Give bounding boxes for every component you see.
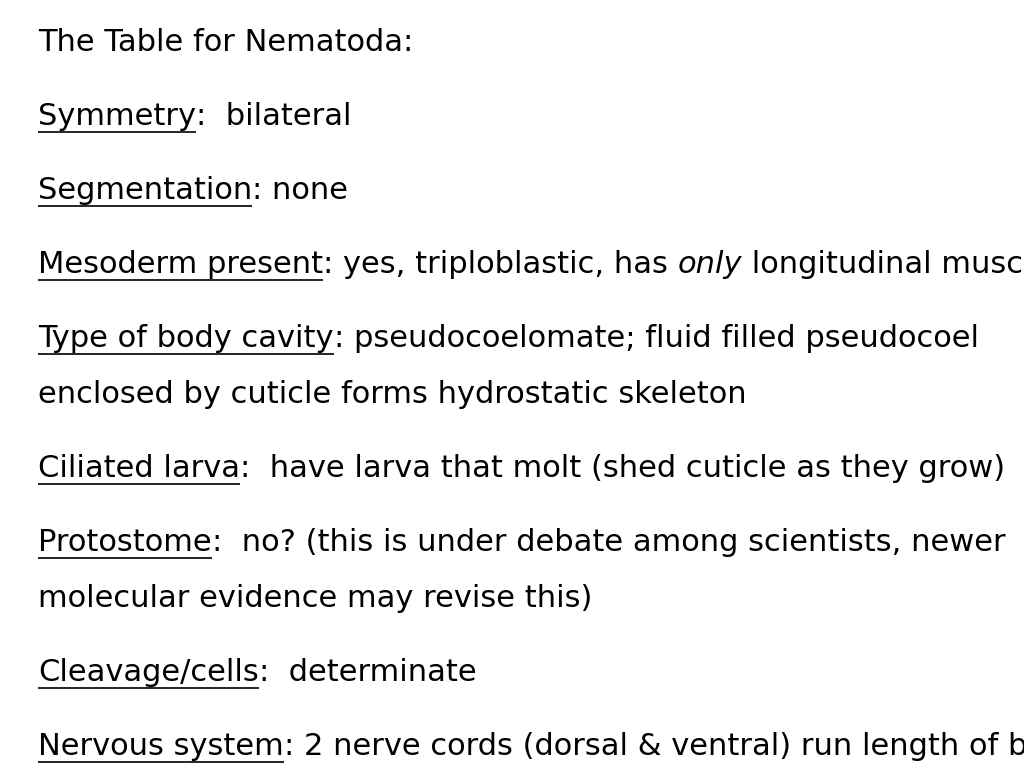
Text: only: only xyxy=(678,250,742,279)
Text: The Table for Nematoda:: The Table for Nematoda: xyxy=(38,28,414,57)
Text: :  bilateral: : bilateral xyxy=(196,102,351,131)
Text: Type of body cavity: Type of body cavity xyxy=(38,324,334,353)
Text: Protostome: Protostome xyxy=(38,528,212,557)
Text: : yes, triploblastic, has: : yes, triploblastic, has xyxy=(324,250,678,279)
Text: :  have larva that molt (shed cuticle as they grow): : have larva that molt (shed cuticle as … xyxy=(240,454,1006,483)
Text: : none: : none xyxy=(252,176,348,205)
Text: : pseudocoelomate; fluid filled pseudocoel: : pseudocoelomate; fluid filled pseudoco… xyxy=(334,324,979,353)
Text: : 2 nerve cords (dorsal & ventral) run length of body: : 2 nerve cords (dorsal & ventral) run l… xyxy=(284,732,1024,761)
Text: Mesoderm present: Mesoderm present xyxy=(38,250,324,279)
Text: longitudinal muscles: longitudinal muscles xyxy=(742,250,1024,279)
Text: Segmentation: Segmentation xyxy=(38,176,252,205)
Text: molecular evidence may revise this): molecular evidence may revise this) xyxy=(38,584,592,613)
Text: enclosed by cuticle forms hydrostatic skeleton: enclosed by cuticle forms hydrostatic sk… xyxy=(38,380,746,409)
Text: Symmetry: Symmetry xyxy=(38,102,196,131)
Text: Cleavage/cells: Cleavage/cells xyxy=(38,658,259,687)
Text: :  determinate: : determinate xyxy=(259,658,476,687)
Text: Nervous system: Nervous system xyxy=(38,732,284,761)
Text: Ciliated larva: Ciliated larva xyxy=(38,454,240,483)
Text: :  no? (this is under debate among scientists, newer: : no? (this is under debate among scient… xyxy=(212,528,1006,557)
